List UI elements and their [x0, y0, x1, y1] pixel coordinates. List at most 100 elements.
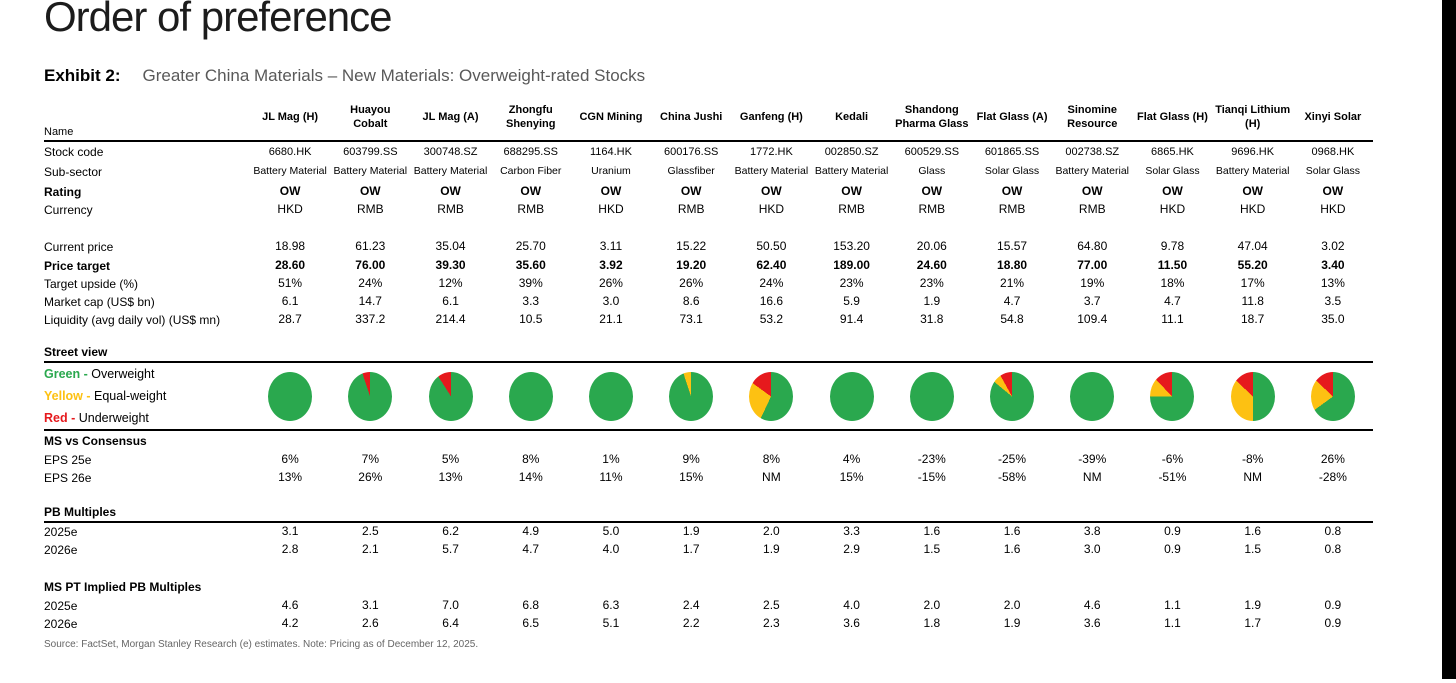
table-row-pb-2025e: 2025e 3.1 2.5 6.2 4.9 5.0 1.9 2.0 3.3 1.6 1.6 3.8 0.…	[44, 523, 1373, 541]
value-cell: 1.9	[923, 294, 941, 309]
street-view-pie-chart	[1230, 371, 1275, 421]
value-cell: 26%	[679, 276, 704, 291]
value-cell: 1.9	[763, 542, 780, 557]
value-cell: 1.5	[1244, 542, 1262, 557]
value-cell: RMB	[838, 202, 865, 217]
table-row-current-price: Current price 18.98 61.23 35.04 25.70 3.11 15.…	[44, 237, 1373, 256]
value-cell: 73.1	[679, 312, 703, 327]
value-cell: 9696.HK	[1231, 145, 1275, 158]
value-cell: 1.1	[1164, 598, 1181, 613]
value-cell: 5.7	[442, 542, 459, 557]
value-cell: 24.60	[916, 257, 947, 272]
value-cell: 20.06	[916, 238, 947, 253]
value-cell: 4%	[842, 452, 861, 467]
section-row-ms-vs-consensus: MS vs Consensus	[44, 431, 1373, 451]
value-cell: 15%	[679, 470, 704, 485]
value-cell: -58%	[998, 470, 1027, 485]
value-cell: 2.1	[361, 542, 379, 557]
legend-item-red: Red - Underweight	[44, 411, 250, 425]
value-cell: OW	[1001, 183, 1023, 198]
street-view-row: Green - Overweight Yellow - Equal-weight R…	[44, 363, 1373, 431]
value-cell: 1.9	[1244, 598, 1262, 613]
value-cell: 1.9	[682, 524, 700, 539]
table-row-price-target: Price target 28.60 76.00 39.30 35.60 3.92 19.2…	[44, 256, 1373, 275]
value-cell: 39%	[518, 276, 543, 291]
value-cell: 25.70	[515, 238, 546, 253]
pie-cell	[972, 371, 1052, 421]
value-cell: Battery Material	[734, 165, 809, 178]
street-view-pie-chart	[1310, 371, 1355, 421]
column-header: JL Mag (A)	[422, 110, 479, 123]
value-cell: 31.8	[920, 312, 944, 327]
value-cell: HKD	[1320, 202, 1346, 217]
section-label-street-view: Street view	[44, 345, 108, 359]
value-cell: HKD	[598, 202, 624, 217]
value-cell: 16.6	[759, 294, 784, 309]
value-cell: HKD	[758, 202, 785, 217]
stocks-table: Name JL Mag (H) Huayou Cobalt JL Mag (A) Zho…	[44, 94, 1373, 633]
street-view-pie-chart	[669, 371, 714, 421]
exhibit-title: Greater China Materials – New Materials:…	[142, 66, 646, 85]
legend-color-word: Green -	[44, 367, 88, 381]
value-cell: 6680.HK	[268, 145, 312, 158]
value-cell: OW	[921, 183, 943, 198]
value-cell: 7.0	[442, 598, 459, 613]
value-cell: 15%	[839, 470, 864, 485]
value-cell: Glassfiber	[667, 165, 715, 178]
pie-cell	[1293, 371, 1373, 421]
value-cell: 35.60	[515, 257, 546, 272]
street-view-pie-chart	[1150, 371, 1195, 421]
value-cell: 4.9	[522, 524, 540, 539]
value-cell: 4.2	[281, 616, 299, 631]
value-cell: 2.0	[1003, 598, 1021, 613]
value-cell: 6.1	[442, 294, 459, 309]
pie-cell	[330, 371, 410, 421]
value-cell: 1%	[602, 452, 620, 467]
value-cell: 8%	[762, 452, 781, 467]
value-cell: 300748.SZ	[423, 145, 478, 158]
row-label: Rating	[44, 184, 82, 199]
spacer-row	[44, 329, 1373, 343]
value-cell: 19.20	[676, 257, 707, 272]
row-label: 2025e	[44, 525, 78, 539]
value-cell: 3.02	[1321, 238, 1345, 253]
value-cell: 91.4	[839, 312, 864, 327]
value-cell: 76.00	[355, 257, 386, 272]
row-label: Stock code	[44, 145, 104, 159]
value-cell: Battery Material	[814, 165, 889, 178]
value-cell: 26%	[1320, 452, 1345, 467]
value-cell: 2.2	[682, 616, 700, 631]
value-cell: 5.1	[602, 616, 620, 631]
row-label: 2026e	[44, 617, 78, 631]
table-row-pt-pb-2026e: 2026e 4.2 2.6 6.4 6.5 5.1 2.2 2.3 3.6 1.8 1.9 3.6 1.…	[44, 615, 1373, 633]
value-cell: RMB	[918, 202, 946, 217]
value-cell: 3.0	[1083, 542, 1101, 557]
value-cell: 9%	[682, 452, 700, 467]
value-cell: -23%	[917, 452, 946, 467]
value-cell: 0.9	[1164, 524, 1181, 539]
value-cell: 2.0	[763, 524, 780, 539]
value-cell: 3.3	[843, 524, 860, 539]
value-cell: OW	[600, 183, 622, 198]
pie-cell	[410, 371, 490, 421]
value-cell: 77.00	[1077, 257, 1108, 272]
value-cell: 1.8	[923, 616, 941, 631]
value-cell: 62.40	[756, 257, 787, 272]
value-cell: OW	[1322, 183, 1344, 198]
value-cell: 11%	[599, 470, 623, 485]
page-title: Order of preference	[44, 0, 393, 40]
value-cell: 600529.SS	[904, 145, 960, 158]
column-header: JL Mag (H)	[262, 110, 319, 123]
street-view-pie-chart	[428, 371, 473, 421]
value-cell: 688295.SS	[503, 145, 558, 158]
row-label: EPS 25e	[44, 453, 92, 467]
column-header: Flat Glass (A)	[976, 110, 1048, 123]
row-label: 2025e	[44, 599, 78, 613]
value-cell: 0.9	[1164, 542, 1181, 557]
value-cell: 17%	[1240, 276, 1265, 291]
value-cell: NM	[1082, 470, 1102, 485]
value-cell: 337.2	[355, 312, 386, 327]
value-cell: 8.6	[682, 294, 700, 309]
column-header: Kedali	[835, 110, 869, 123]
value-cell: 0968.HK	[1311, 145, 1355, 158]
